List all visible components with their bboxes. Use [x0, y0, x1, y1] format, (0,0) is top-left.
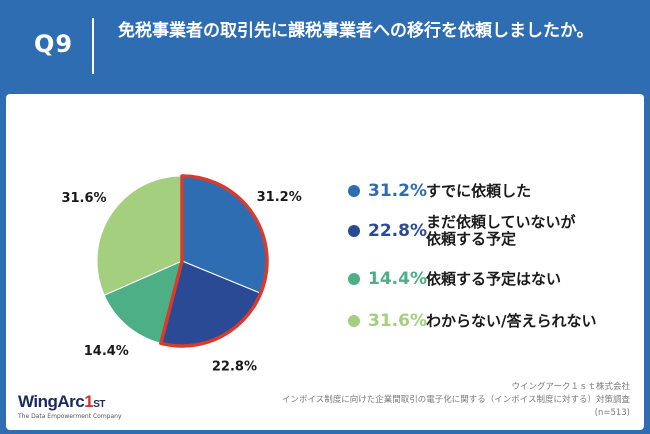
- legend-percent: 31.6%: [368, 311, 427, 331]
- pie-slice: [96, 175, 183, 296]
- legend-percent: 31.2%: [368, 181, 427, 201]
- source-company: ウイングアーク１ｓｔ株式会社: [511, 382, 631, 392]
- legend-label: まだ依頼していないが 依頼する予定: [426, 213, 576, 248]
- legend-label: 依頼する予定はない: [426, 269, 562, 288]
- chart-card: 31.2% 22.8% 14.4% 31.6% 31.2% すでに依頼した 22.8% まだ…: [6, 94, 644, 430]
- logo-wordmark: WingArc1ST: [18, 392, 105, 411]
- header-divider: [92, 18, 94, 74]
- pie-chart: 31.2% 22.8% 14.4% 31.6%: [61, 174, 302, 375]
- slice-value-label: 31.6%: [61, 191, 106, 206]
- legend-dot-icon: [348, 315, 360, 327]
- slice-value-label: 31.2%: [257, 190, 302, 205]
- legend-label: すでに依頼した: [426, 181, 532, 200]
- legend-percent: 14.4%: [368, 269, 427, 289]
- slice-value-label: 22.8%: [212, 360, 257, 375]
- legend-item: 31.6% わからない/答えられない: [348, 306, 596, 336]
- question-text: 免税事業者の取引先に課税事業者への移行を依頼しましたか。: [118, 21, 594, 41]
- legend-label: わからない/答えられない: [426, 311, 597, 330]
- source-note: ウイングアーク１ｓｔ株式会社 インボイス制度に向けた企業間取引の電子化に関する（…: [282, 381, 630, 420]
- legend-item: 22.8% まだ依頼していないが 依頼する予定: [348, 213, 576, 248]
- legend-item: 31.2% すでに依頼した: [348, 176, 531, 206]
- source-sample-size: (n=513): [594, 408, 630, 418]
- slice-value-label: 14.4%: [84, 344, 129, 359]
- source-survey: インボイス制度に向けた企業間取引の電子化に関する（インボイス制度に対する）対策調…: [282, 395, 630, 405]
- legend-percent: 22.8%: [368, 221, 427, 241]
- legend-dot-icon: [348, 273, 360, 285]
- logo-tagline: The Data Empowerment Company: [18, 413, 122, 420]
- legend-dot-icon: [348, 185, 360, 197]
- legend-item: 14.4% 依頼する予定はない: [348, 264, 561, 294]
- legend-dot-icon: [348, 225, 360, 237]
- header: Q9 免税事業者の取引先に課税事業者への移行を依頼しましたか。: [0, 0, 650, 92]
- wingarc-logo: WingArc1ST The Data Empowerment Company: [18, 392, 122, 420]
- question-number: Q9: [34, 30, 74, 58]
- pie-slice: [103, 260, 183, 344]
- highlight-outline: [159, 174, 269, 348]
